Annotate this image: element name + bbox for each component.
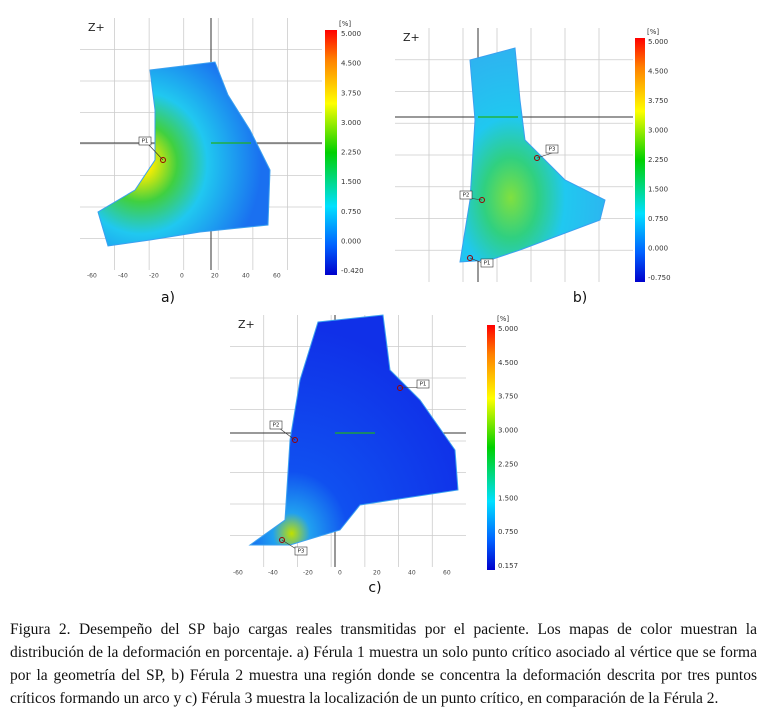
color-bar-label: 3.750: [648, 97, 668, 105]
color-bar-label: 5.000: [498, 325, 518, 333]
point-tag: [480, 258, 494, 268]
point-label: P1: [142, 139, 149, 145]
color-bar-label: 0.750: [498, 528, 518, 536]
strain-map: [459, 47, 606, 263]
critical-point: [279, 537, 285, 543]
point-tag: [545, 144, 559, 154]
color-bar-label: 0.000: [341, 237, 361, 245]
x-axis-label: 0: [180, 273, 184, 280]
color-bar-label: 0.157: [498, 562, 518, 570]
point-tag: [416, 379, 430, 389]
x-axis-label: 40: [408, 570, 416, 577]
x-axis-label: -20: [303, 570, 313, 577]
color-bar-label: 5.000: [341, 30, 361, 38]
point-tag: [269, 420, 283, 430]
figure: Z+ [%] 5.000 4.500 3.750 3.000 2.250 1.500 0.750…: [80, 18, 671, 596]
color-bar-label: 1.500: [498, 494, 518, 502]
critical-point: [534, 155, 540, 161]
color-bar-label: -0.750: [648, 274, 671, 282]
critical-point: [160, 157, 166, 163]
point-tag: [294, 546, 308, 556]
strain-map: [248, 314, 459, 546]
x-axis-label: -40: [118, 273, 128, 280]
color-bar-label: 3.750: [498, 393, 518, 401]
color-bar: [325, 30, 337, 275]
x-axis-label: -60: [233, 570, 243, 577]
color-bar-label: 4.500: [648, 68, 668, 76]
color-bar-label: 0.750: [341, 208, 361, 216]
color-bar: [487, 325, 495, 570]
point-tag: [138, 136, 152, 146]
x-axis-label: 20: [211, 273, 219, 280]
color-bar-label: 3.000: [498, 427, 518, 435]
point-label: P1: [484, 261, 491, 267]
point-label: P3: [298, 549, 305, 555]
x-axis-label: 60: [443, 570, 451, 577]
color-bar-label: 2.250: [341, 149, 361, 157]
color-bar-label: 2.250: [648, 156, 668, 164]
figure-caption: Figura 2. Desempeño del SP bajo cargas r…: [10, 621, 757, 707]
point-leader: [278, 427, 296, 441]
critical-point: [479, 197, 485, 203]
color-bar-unit: [%]: [647, 28, 659, 36]
color-bar: [635, 38, 645, 282]
color-bar-unit: [%]: [497, 315, 509, 323]
color-bar-label: 1.500: [341, 178, 361, 186]
color-bar-label: 4.500: [498, 359, 518, 367]
color-bar-label: 0.750: [648, 215, 668, 223]
panel-caption: a): [161, 290, 175, 306]
axis-label: Z+: [403, 31, 420, 44]
color-bar-label: 3.000: [341, 119, 361, 127]
color-bar-label: 1.500: [648, 186, 668, 194]
color-bar-label: 2.250: [498, 460, 518, 468]
point-leader: [147, 143, 164, 161]
point-label: P1: [420, 382, 427, 388]
panel-caption: b): [573, 290, 587, 306]
x-axis-label: -20: [149, 273, 159, 280]
strain-map: [97, 61, 271, 247]
x-axis-label: 40: [242, 273, 250, 280]
x-axis-label: 60: [273, 273, 281, 280]
color-bar-label: 3.000: [648, 127, 668, 135]
x-axis-label: 0: [338, 570, 342, 577]
x-axis-label: -60: [87, 273, 97, 280]
axis-label: Z+: [88, 21, 105, 34]
point-label: P3: [549, 147, 556, 153]
critical-point: [292, 437, 298, 443]
point-tag: [459, 190, 473, 200]
point-label: P2: [463, 193, 470, 199]
color-bar-label: 4.500: [341, 60, 361, 68]
panel-caption: c): [368, 580, 381, 596]
critical-point: [467, 255, 473, 261]
x-axis-label: -40: [268, 570, 278, 577]
color-bar-unit: [%]: [339, 20, 351, 28]
color-bar-label: -0.420: [341, 267, 364, 275]
point-label: P2: [273, 423, 280, 429]
axis-label: Z+: [238, 318, 255, 331]
color-bar-label: 3.750: [341, 89, 361, 97]
x-axis-label: 20: [373, 570, 381, 577]
color-bar-label: 0.000: [648, 245, 668, 253]
color-bar-label: 5.000: [648, 38, 668, 46]
critical-point: [397, 385, 403, 391]
